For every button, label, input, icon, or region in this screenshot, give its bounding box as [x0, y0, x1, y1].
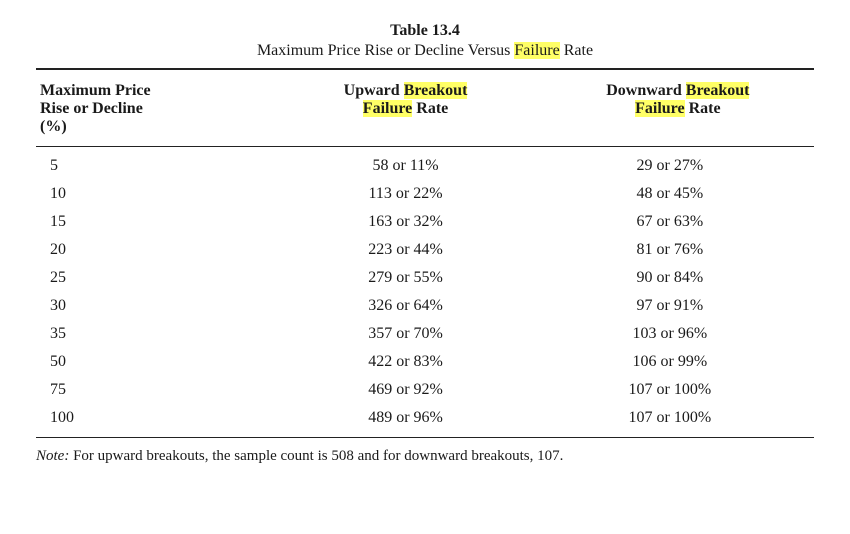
table-note-cell: Note: For upward breakouts, the sample c…	[36, 438, 814, 466]
table-foot: Note: For upward breakouts, the sample c…	[36, 438, 814, 466]
note-label: Note:	[36, 448, 69, 464]
cell-upward: 469 or 92%	[269, 376, 541, 404]
col2-line2-hl: Failure	[635, 100, 684, 117]
cell-percent: 20	[36, 236, 269, 264]
cell-upward: 113 or 22%	[269, 180, 541, 208]
table-row: 100489 or 96%107 or 100%	[36, 404, 814, 438]
table-row: 35357 or 70%103 or 96%	[36, 320, 814, 348]
table-row: 10113 or 22%48 or 45%	[36, 180, 814, 208]
cell-upward: 422 or 83%	[269, 348, 541, 376]
cell-percent: 5	[36, 147, 269, 181]
col2-line2-post: Rate	[685, 100, 721, 117]
col0-line3: (%)	[40, 118, 67, 135]
cell-percent: 10	[36, 180, 269, 208]
col0-line1: Maximum Price	[40, 82, 151, 99]
note-text: For upward breakouts, the sample count i…	[69, 448, 563, 464]
cell-downward: 107 or 100%	[542, 404, 814, 438]
table-title-block: Table 13.4 Maximum Price Rise or Decline…	[36, 22, 814, 60]
table-row: 30326 or 64%97 or 91%	[36, 292, 814, 320]
column-header-downward: Downward Breakout Failure Rate	[542, 69, 814, 147]
cell-upward: 223 or 44%	[269, 236, 541, 264]
table-body: 558 or 11%29 or 27%10113 or 22%48 or 45%…	[36, 147, 814, 438]
table-caption: Maximum Price Rise or Decline Versus Fai…	[36, 42, 814, 60]
cell-percent: 25	[36, 264, 269, 292]
table-row: 20223 or 44%81 or 76%	[36, 236, 814, 264]
column-header-upward: Upward Breakout Failure Rate	[269, 69, 541, 147]
cell-downward: 67 or 63%	[542, 208, 814, 236]
table-row: 50422 or 83%106 or 99%	[36, 348, 814, 376]
table-head: Maximum Price Rise or Decline (%) Upward…	[36, 69, 814, 147]
col2-line1-pre: Downward	[606, 82, 686, 99]
cell-upward: 58 or 11%	[269, 147, 541, 181]
table-number: Table 13.4	[36, 22, 814, 40]
cell-percent: 35	[36, 320, 269, 348]
table-row: 75469 or 92%107 or 100%	[36, 376, 814, 404]
cell-downward: 48 or 45%	[542, 180, 814, 208]
cell-downward: 29 or 27%	[542, 147, 814, 181]
col1-line2-post: Rate	[412, 100, 448, 117]
col2-line1-hl: Breakout	[686, 82, 750, 99]
table-note-row: Note: For upward breakouts, the sample c…	[36, 438, 814, 466]
cell-percent: 30	[36, 292, 269, 320]
data-table: Maximum Price Rise or Decline (%) Upward…	[36, 68, 814, 465]
cell-percent: 100	[36, 404, 269, 438]
col0-line2: Rise or Decline	[40, 100, 143, 117]
cell-downward: 97 or 91%	[542, 292, 814, 320]
col1-line1-hl: Breakout	[404, 82, 468, 99]
cell-percent: 15	[36, 208, 269, 236]
col1-line1-pre: Upward	[344, 82, 404, 99]
caption-post: Rate	[560, 42, 593, 59]
cell-downward: 107 or 100%	[542, 376, 814, 404]
table-header-row: Maximum Price Rise or Decline (%) Upward…	[36, 69, 814, 147]
cell-upward: 489 or 96%	[269, 404, 541, 438]
column-header-percent: Maximum Price Rise or Decline (%)	[36, 69, 269, 147]
caption-pre: Maximum Price Rise or Decline Versus	[257, 42, 514, 59]
cell-percent: 50	[36, 348, 269, 376]
cell-downward: 81 or 76%	[542, 236, 814, 264]
cell-percent: 75	[36, 376, 269, 404]
caption-highlight: Failure	[514, 42, 559, 59]
cell-upward: 326 or 64%	[269, 292, 541, 320]
table-row: 558 or 11%29 or 27%	[36, 147, 814, 181]
table-container: Table 13.4 Maximum Price Rise or Decline…	[36, 22, 814, 465]
col1-line2-hl: Failure	[363, 100, 412, 117]
cell-upward: 357 or 70%	[269, 320, 541, 348]
cell-upward: 279 or 55%	[269, 264, 541, 292]
cell-upward: 163 or 32%	[269, 208, 541, 236]
table-row: 15163 or 32%67 or 63%	[36, 208, 814, 236]
cell-downward: 106 or 99%	[542, 348, 814, 376]
table-row: 25279 or 55%90 or 84%	[36, 264, 814, 292]
cell-downward: 103 or 96%	[542, 320, 814, 348]
cell-downward: 90 or 84%	[542, 264, 814, 292]
